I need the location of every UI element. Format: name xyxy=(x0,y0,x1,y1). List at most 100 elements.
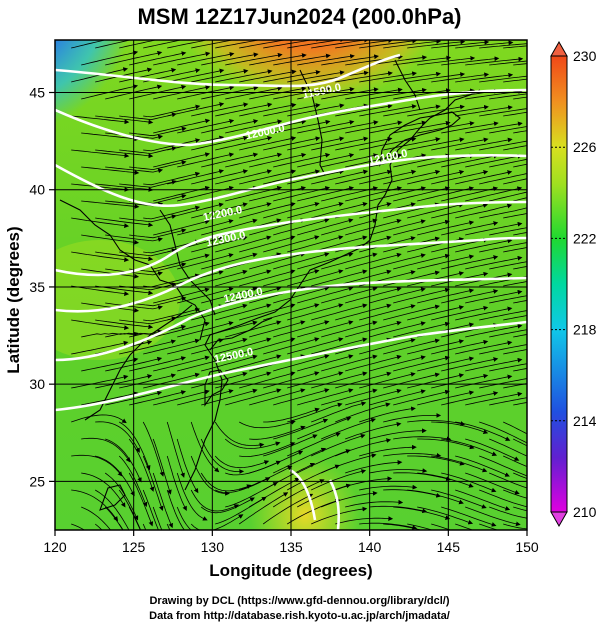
streamline-arrow xyxy=(239,102,297,117)
streamline-arrow xyxy=(393,219,450,236)
streamline-arrow xyxy=(95,217,154,228)
streamline-arrow xyxy=(407,305,465,321)
streamline-arrow xyxy=(489,60,527,66)
streamline-arrow xyxy=(263,337,320,355)
streamline-arrow xyxy=(465,391,523,406)
streamline-arrow xyxy=(393,88,451,100)
colorbar-tick-label: 210 xyxy=(573,504,597,520)
streamline-arrow xyxy=(383,413,442,423)
streamline-arrow xyxy=(455,203,513,219)
streamline-arrow xyxy=(503,213,527,219)
streamline-arrow xyxy=(239,69,297,83)
streamline-arrow xyxy=(215,102,273,117)
streamline-arrow xyxy=(225,286,282,304)
streamline-arrow xyxy=(201,252,258,270)
streamline-arrow xyxy=(239,337,296,355)
streamline-arrow xyxy=(105,329,163,338)
streamline-arrow xyxy=(465,255,523,270)
streamline-arrow xyxy=(201,52,259,66)
streamline-arrow xyxy=(176,506,192,530)
streamline-arrow xyxy=(176,438,199,494)
streamline-arrow xyxy=(479,378,527,389)
streamline-arrow xyxy=(503,349,527,355)
streamline-arrow xyxy=(417,506,474,525)
height-contours xyxy=(55,53,527,530)
streamline-arrow xyxy=(359,444,417,457)
streamline-arrow xyxy=(359,169,417,185)
streamline-arrow xyxy=(441,186,499,202)
streamline-arrow xyxy=(71,251,130,262)
streamline-arrow xyxy=(465,56,524,66)
streamline-arrow xyxy=(81,437,131,463)
streamline-arrow xyxy=(393,355,450,372)
credit-data: Data from http://database.rish.kyoto-u.a… xyxy=(149,610,450,622)
streamline-arrow xyxy=(417,220,475,236)
x-axis-label: Longitude (degrees) xyxy=(209,561,373,580)
streamline-arrow xyxy=(225,388,282,406)
streamline-arrow xyxy=(95,149,154,159)
streamline-arrow xyxy=(407,137,465,151)
streamline-arrow xyxy=(455,374,513,389)
streamline-arrow xyxy=(142,455,164,511)
streamline-arrow xyxy=(249,86,307,100)
streamline-arrow xyxy=(152,438,172,495)
streamline-arrow xyxy=(225,152,283,168)
streamline-arrow xyxy=(81,357,139,372)
streamline-arrow xyxy=(369,468,428,474)
streamline-arrow xyxy=(503,421,527,435)
streamline-arrow xyxy=(191,102,249,117)
streamline-arrow xyxy=(153,219,210,236)
streamline-arrow xyxy=(95,319,154,330)
streamline-arrow xyxy=(465,121,523,134)
streamline-arrow xyxy=(129,160,187,171)
streamline-arrow xyxy=(465,438,520,461)
streamline-arrow xyxy=(191,68,249,83)
streamline-arrow xyxy=(311,401,367,423)
streamline-arrow xyxy=(407,170,465,185)
streamline-arrow xyxy=(465,221,523,236)
streamline-arrow xyxy=(407,339,465,355)
streamline-arrow xyxy=(489,227,527,236)
streamline-arrow xyxy=(153,51,211,66)
streamline-arrow xyxy=(200,472,252,492)
streamline-arrow xyxy=(431,305,489,321)
streamline-arrow xyxy=(119,67,177,83)
streamline-arrow xyxy=(215,69,273,83)
streamline-arrow xyxy=(95,374,153,389)
streamline-arrow xyxy=(311,169,369,185)
streamline-arrow xyxy=(479,455,527,477)
streamline-arrow xyxy=(417,153,475,168)
streamline-arrow xyxy=(215,235,272,253)
streamline-arrow xyxy=(81,200,140,209)
streamline-arrow xyxy=(441,153,499,168)
colorbar-scale xyxy=(550,55,568,513)
streamline-arrow xyxy=(513,266,527,270)
streamline-arrow xyxy=(71,319,130,330)
streamline-arrow xyxy=(177,85,235,100)
streamline-arrow xyxy=(431,455,488,473)
streamline-arrow xyxy=(345,252,402,270)
streamline-arrow xyxy=(215,136,273,151)
streamline-arrow xyxy=(81,268,140,279)
streamline-arrow xyxy=(214,421,265,448)
streamline-arrow xyxy=(513,163,527,168)
streamline-arrow xyxy=(345,460,403,474)
streamline-arrow xyxy=(297,218,354,236)
streamline-arrow xyxy=(287,402,343,423)
streamline-arrow xyxy=(81,472,126,508)
streamline-arrow xyxy=(489,397,527,406)
streamline-arrow xyxy=(177,355,234,372)
streamline-arrow xyxy=(105,166,164,174)
streamline-arrow xyxy=(455,137,513,151)
streamline-arrow xyxy=(335,103,393,117)
streamline-arrow xyxy=(105,438,142,483)
streamline-arrow xyxy=(311,235,368,253)
streamline-arrow xyxy=(321,54,379,66)
streamline-arrow xyxy=(345,421,402,440)
streamline-arrow xyxy=(153,355,210,372)
streamline-arrow xyxy=(431,373,489,389)
streamline-arrow xyxy=(335,169,393,185)
streamline-arrow xyxy=(345,354,402,372)
streamline-arrow xyxy=(321,218,378,236)
streamline-arrow xyxy=(201,388,258,406)
